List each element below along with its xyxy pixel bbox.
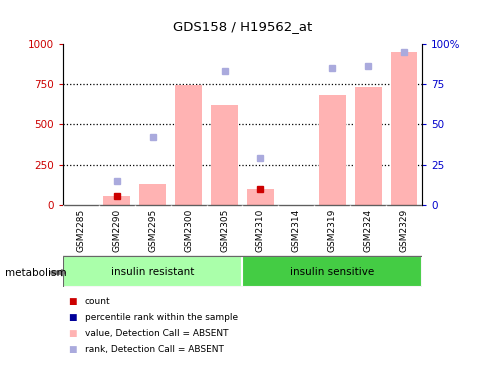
- Text: value, Detection Call = ABSENT: value, Detection Call = ABSENT: [85, 329, 228, 338]
- Bar: [139, 184, 166, 205]
- Text: GSM2305: GSM2305: [220, 209, 228, 252]
- Text: GSM2314: GSM2314: [291, 209, 300, 252]
- Bar: [103, 196, 130, 205]
- Text: percentile rank within the sample: percentile rank within the sample: [85, 313, 238, 322]
- Text: count: count: [85, 298, 110, 306]
- Text: ■: ■: [68, 313, 76, 322]
- Bar: [390, 52, 417, 205]
- Bar: [246, 189, 273, 205]
- Text: GSM2295: GSM2295: [148, 209, 157, 252]
- Text: GSM2310: GSM2310: [256, 209, 264, 252]
- Bar: [211, 105, 238, 205]
- Text: GSM2329: GSM2329: [399, 209, 408, 252]
- Text: ■: ■: [68, 298, 76, 306]
- Text: GSM2300: GSM2300: [184, 209, 193, 252]
- Text: ■: ■: [68, 345, 76, 354]
- Text: metabolism: metabolism: [5, 268, 66, 278]
- Text: GDS158 / H19562_at: GDS158 / H19562_at: [172, 20, 312, 33]
- Text: GSM2319: GSM2319: [327, 209, 336, 252]
- Text: insulin resistant: insulin resistant: [111, 267, 194, 277]
- Bar: [318, 96, 345, 205]
- Text: insulin sensitive: insulin sensitive: [289, 267, 374, 277]
- Bar: [354, 87, 381, 205]
- Bar: [175, 85, 202, 205]
- Text: ■: ■: [68, 329, 76, 338]
- Text: GSM2290: GSM2290: [112, 209, 121, 252]
- Text: rank, Detection Call = ABSENT: rank, Detection Call = ABSENT: [85, 345, 223, 354]
- Text: GSM2324: GSM2324: [363, 209, 372, 252]
- Bar: [242, 256, 421, 287]
- Bar: [63, 256, 242, 287]
- Text: GSM2285: GSM2285: [76, 209, 85, 252]
